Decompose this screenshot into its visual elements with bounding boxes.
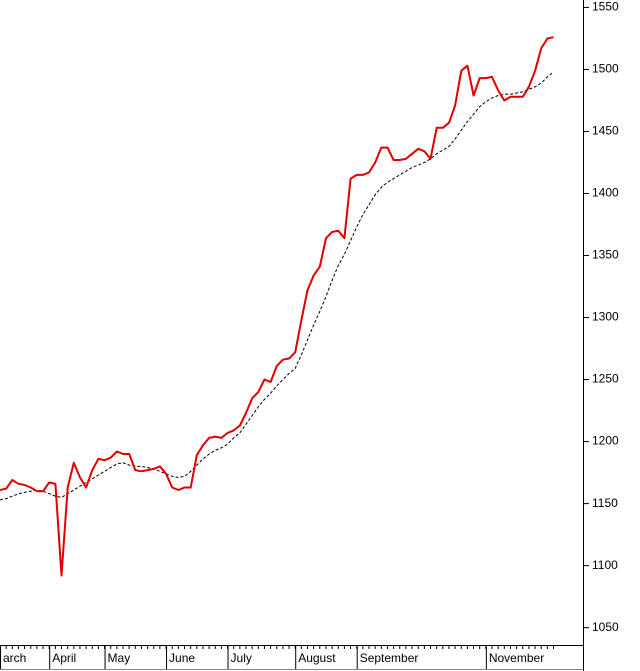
y-tick-label: 1550	[592, 0, 619, 14]
y-tick-label: 1300	[592, 310, 619, 324]
x-tick-label: April	[52, 651, 76, 665]
y-tick-label: 1400	[592, 186, 619, 200]
y-tick-label: 1250	[592, 372, 619, 386]
y-tick-label: 1500	[592, 62, 619, 76]
x-tick-label: November	[489, 651, 544, 665]
x-tick-label: arch	[3, 651, 26, 665]
x-tick-label: August	[298, 651, 336, 665]
y-tick-label: 1150	[592, 496, 618, 510]
x-tick-label: September	[360, 651, 419, 665]
x-tick-label: May	[108, 651, 131, 665]
x-tick-label: July	[231, 651, 252, 665]
y-tick-label: 1100	[592, 558, 618, 572]
y-tick-label: 1200	[592, 434, 619, 448]
price-line	[0, 36, 554, 577]
y-tick-label: 1050	[592, 620, 619, 634]
y-tick-label: 1450	[592, 124, 619, 138]
y-tick-label: 1350	[592, 248, 619, 262]
x-tick-label: June	[169, 651, 195, 665]
average-line	[0, 71, 554, 501]
